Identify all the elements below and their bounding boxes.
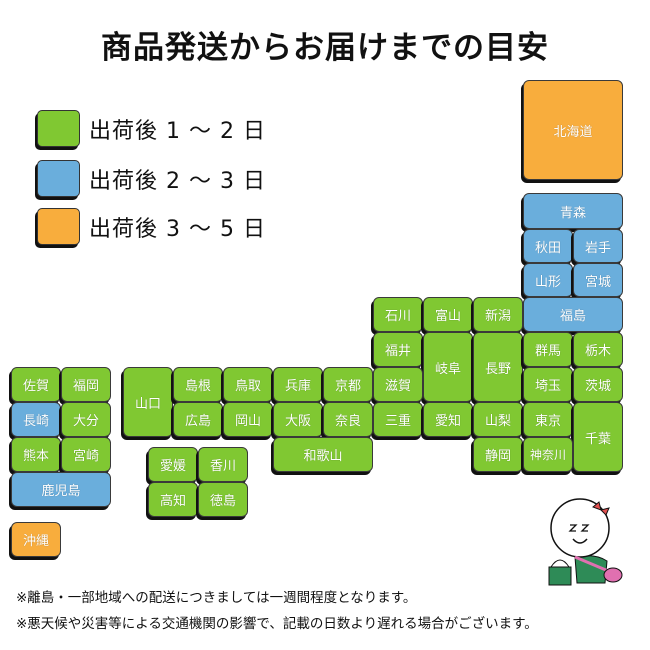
- pref-shizuoka: 静岡: [473, 437, 523, 472]
- pref-nara: 奈良: [323, 402, 373, 437]
- legend-swatch-blue: [37, 160, 80, 197]
- pref-osaka: 大阪: [273, 402, 323, 437]
- pref-gifu: 岐阜: [423, 332, 473, 402]
- pref-miyazaki: 宮崎: [61, 437, 111, 472]
- legend-item-3-5-days: 出荷後 3 〜 5 日: [37, 208, 266, 245]
- pref-oita: 大分: [61, 402, 111, 437]
- pref-nagasaki: 長崎: [11, 402, 61, 437]
- pref-kumamoto: 熊本: [11, 437, 61, 472]
- pref-tokushima: 徳島: [198, 482, 248, 517]
- pref-hokkaido: 北海道: [523, 80, 623, 180]
- legend-label: 出荷後 1 〜 2 日: [89, 118, 266, 144]
- mascot-illustration: [548, 498, 623, 586]
- pref-kanagawa: 神奈川: [523, 437, 573, 472]
- pref-kagoshima: 鹿児島: [11, 472, 111, 507]
- footnote-remote-islands: ※離島・一部地域への配送につきましては一週間程度となります。: [16, 590, 417, 606]
- pref-akita: 秋田: [523, 229, 573, 263]
- pref-tochigi: 栃木: [573, 332, 623, 367]
- pref-saitama: 埼玉: [523, 367, 573, 402]
- pref-tottori: 鳥取: [223, 367, 273, 402]
- pref-hiroshima: 広島: [173, 402, 223, 437]
- pref-kyoto: 京都: [323, 367, 373, 402]
- pref-fukushima: 福島: [523, 297, 623, 332]
- pref-okayama: 岡山: [223, 402, 273, 437]
- pref-fukuoka: 福岡: [61, 367, 111, 402]
- pref-nagano: 長野: [473, 332, 523, 402]
- page-title: 商品発送からお届けまでの目安: [101, 30, 549, 66]
- pref-wakayama: 和歌山: [273, 437, 373, 472]
- pref-kagawa: 香川: [198, 447, 248, 482]
- pref-tokyo: 東京: [523, 402, 573, 437]
- pref-shiga: 滋賀: [373, 367, 423, 402]
- pref-miyagi: 宮城: [573, 263, 623, 297]
- legend-swatch-orange: [37, 208, 80, 245]
- pref-iwate: 岩手: [573, 229, 623, 263]
- footnote-weather-delay: ※悪天候や災害等による交通機関の影響で、記載の日数より遅れる場合がございます。: [16, 616, 538, 632]
- pref-aomori: 青森: [523, 193, 623, 229]
- pref-mie: 三重: [373, 402, 423, 437]
- legend-swatch-green: [37, 110, 80, 147]
- pref-chiba: 千葉: [573, 402, 623, 472]
- pref-aichi: 愛知: [423, 402, 473, 437]
- pref-hyogo: 兵庫: [273, 367, 323, 402]
- pref-saga: 佐賀: [11, 367, 61, 402]
- legend-label: 出荷後 2 〜 3 日: [89, 168, 266, 194]
- pref-yamagata: 山形: [523, 263, 573, 297]
- pref-toyama: 富山: [423, 297, 473, 332]
- pref-gunma: 群馬: [523, 332, 573, 367]
- pref-kochi: 高知: [148, 482, 198, 517]
- legend-item-2-3-days: 出荷後 2 〜 3 日: [37, 160, 266, 197]
- pref-ehime: 愛媛: [148, 447, 198, 482]
- legend-item-1-2-days: 出荷後 1 〜 2 日: [37, 110, 266, 147]
- pref-ibaraki: 茨城: [573, 367, 623, 402]
- pref-yamaguchi: 山口: [123, 367, 173, 437]
- pref-ishikawa: 石川: [373, 297, 423, 332]
- pref-okinawa: 沖縄: [11, 522, 61, 557]
- pref-shimane: 島根: [173, 367, 223, 402]
- legend-label: 出荷後 3 〜 5 日: [89, 216, 266, 242]
- pref-fukui: 福井: [373, 332, 423, 367]
- pref-yamanashi: 山梨: [473, 402, 523, 437]
- pref-niigata: 新潟: [473, 297, 523, 332]
